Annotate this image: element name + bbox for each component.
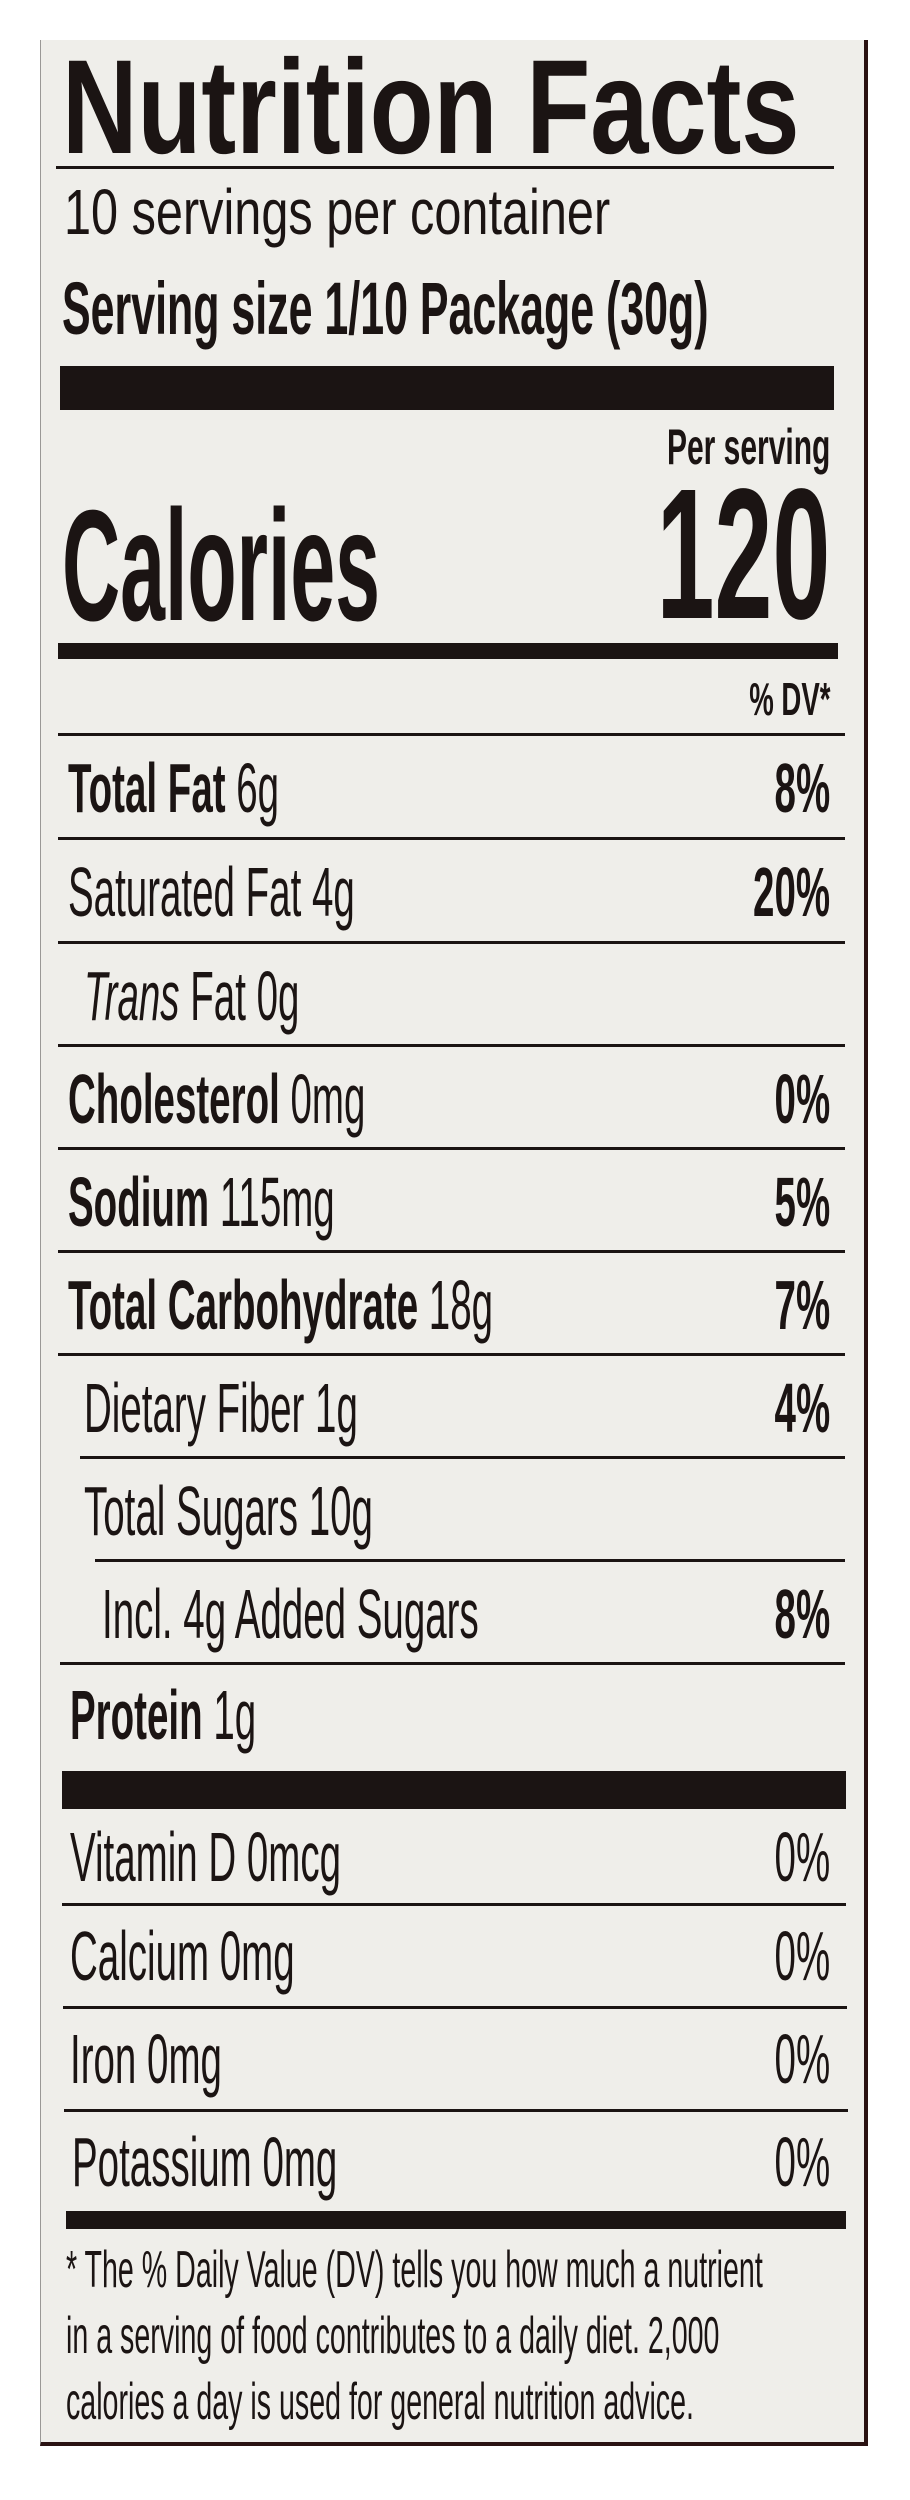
nutrient-name: Total Carbohydrate [68, 1265, 419, 1344]
divider [58, 1147, 845, 1150]
vitamin-amount: 0mg [147, 2020, 222, 2098]
divider [63, 2006, 847, 2009]
divider [80, 1456, 845, 1459]
divider [58, 733, 845, 736]
vitamin-row-calcium: Calcium 0mg 0% [0, 1906, 910, 2006]
vitamin-name: Calcium [70, 1917, 210, 1995]
nutrition-label-panel [40, 40, 868, 2446]
calories-label: Calories [62, 478, 686, 654]
nutrient-row-total-sugars: Total Sugars 10g [0, 1459, 910, 1562]
thick-divider [60, 366, 834, 410]
vitamin-row-iron: Iron 0mg 0% [0, 2009, 910, 2109]
nutrient-row-cholesterol: Cholesterol 0mg 0% [0, 1047, 910, 1150]
nutrient-row-added-sugars: Incl. 4g Added Sugars 8% [0, 1562, 910, 1665]
nutrient-row-saturated-fat: Saturated Fat 4g 20% [0, 840, 910, 943]
vitamin-amount: 0mcg [246, 1817, 342, 1896]
nutrient-name: Total Sugars [84, 1471, 299, 1550]
nutrient-amount: 6g [236, 748, 280, 827]
divider [62, 1903, 846, 1906]
divider [58, 1044, 845, 1047]
nutrient-amount: 0g [256, 956, 300, 1035]
footnote-line: * The % Daily Value (DV) tells you how m… [66, 2244, 910, 2296]
servings-per-container: 10 servings per container [64, 180, 783, 244]
nutrient-dv: 20% [752, 852, 830, 931]
nutrient-dv: 8% [774, 748, 830, 827]
nutrient-row-protein: Protein 1g [0, 1665, 910, 1765]
nutrient-name: Protein [70, 1676, 203, 1754]
vitamin-dv: 0% [774, 2122, 830, 2201]
vitamin-dv: 0% [774, 1817, 830, 1896]
serving-size-label: Serving size [62, 267, 313, 350]
calories-value: 120 [520, 451, 830, 658]
nutrient-dv: 0% [774, 1059, 830, 1138]
footnote-line: in a serving of food contributes to a da… [66, 2310, 910, 2362]
dv-header: % DV* [695, 676, 830, 722]
divider [95, 1559, 845, 1562]
nutrient-name: Total Fat [68, 748, 226, 827]
divider [58, 1353, 845, 1356]
nutrient-row-sodium: Sodium 115mg 5% [0, 1150, 910, 1253]
vitamin-amount: 0mg [262, 2122, 338, 2201]
nutrient-amount: 10g [308, 1471, 373, 1550]
footnote-text: * The % Daily Value (DV) tells you how m… [66, 2241, 763, 2299]
nutrient-amount: 0mg [290, 1059, 366, 1138]
nutrient-name: Saturated Fat [68, 852, 302, 931]
nutrient-name: Dietary Fiber [84, 1368, 305, 1447]
vitamin-dv: 0% [774, 2020, 830, 2098]
nutrient-row-dietary-fiber: Dietary Fiber 1g 4% [0, 1356, 910, 1459]
nutrient-dv: 4% [774, 1368, 830, 1447]
nutrient-row-trans-fat: Trans Fat 0g [0, 944, 910, 1047]
label-title-text: Nutrition Facts [62, 33, 800, 182]
nutrient-row-total-fat: Total Fat 6g 8% [0, 736, 910, 839]
vitamin-row-vitamin-d: Vitamin D 0mcg 0% [0, 1810, 910, 1903]
nutrient-amount: 1g [315, 1368, 358, 1447]
nutrient-name: Cholesterol [68, 1059, 280, 1138]
footnote-line: calories a day is used for general nutri… [66, 2376, 910, 2428]
footnote-text: in a serving of food contributes to a da… [66, 2307, 720, 2365]
nutrient-amount: 115mg [219, 1162, 335, 1241]
calories-text: Calories [62, 478, 380, 654]
vitamin-name: Iron [70, 2020, 137, 2098]
nutrient-amount: 1g [213, 1676, 257, 1754]
servings-text: 10 servings per container [64, 176, 611, 248]
divider [56, 166, 834, 169]
divider [64, 2109, 848, 2112]
nutrient-dv: 7% [774, 1265, 830, 1344]
per-serving-label: Per serving [558, 422, 830, 472]
calories-number: 120 [656, 451, 830, 658]
nutrient-amount: 18g [428, 1265, 494, 1344]
dv-header-text: % DV* [748, 673, 830, 725]
medium-divider [66, 2211, 846, 2229]
per-serving-text: Per serving [666, 419, 830, 475]
nutrient-name: Incl. 4g Added Sugars [102, 1574, 479, 1653]
nutrient-name: Fat [190, 956, 246, 1035]
nutrient-amount: 4g [311, 852, 355, 931]
divider [58, 1250, 845, 1253]
label-title: Nutrition Facts [62, 33, 910, 182]
vitamin-amount: 0mg [219, 1917, 295, 1995]
serving-size: Serving size 1/10 Package (30g) [62, 272, 910, 346]
divider [58, 941, 845, 944]
vitamin-dv: 0% [774, 1917, 830, 1995]
footnote-text: calories a day is used for general nutri… [66, 2373, 694, 2431]
vitamin-row-potassium: Potassium 0mg 0% [0, 2112, 910, 2211]
nutrient-name-italic: Trans [84, 956, 180, 1035]
thick-divider [62, 1771, 846, 1809]
divider [60, 1662, 845, 1665]
vitamin-name: Vitamin D [70, 1817, 237, 1896]
medium-divider [58, 643, 838, 659]
nutrient-row-total-carbohydrate: Total Carbohydrate 18g 7% [0, 1253, 910, 1356]
nutrient-dv: 8% [774, 1574, 830, 1653]
serving-size-value: 1/10 Package (30g) [324, 267, 709, 350]
divider [58, 837, 845, 840]
nutrient-dv: 5% [774, 1162, 830, 1241]
vitamin-name: Potassium [72, 2122, 252, 2201]
nutrient-name: Sodium [68, 1162, 210, 1241]
